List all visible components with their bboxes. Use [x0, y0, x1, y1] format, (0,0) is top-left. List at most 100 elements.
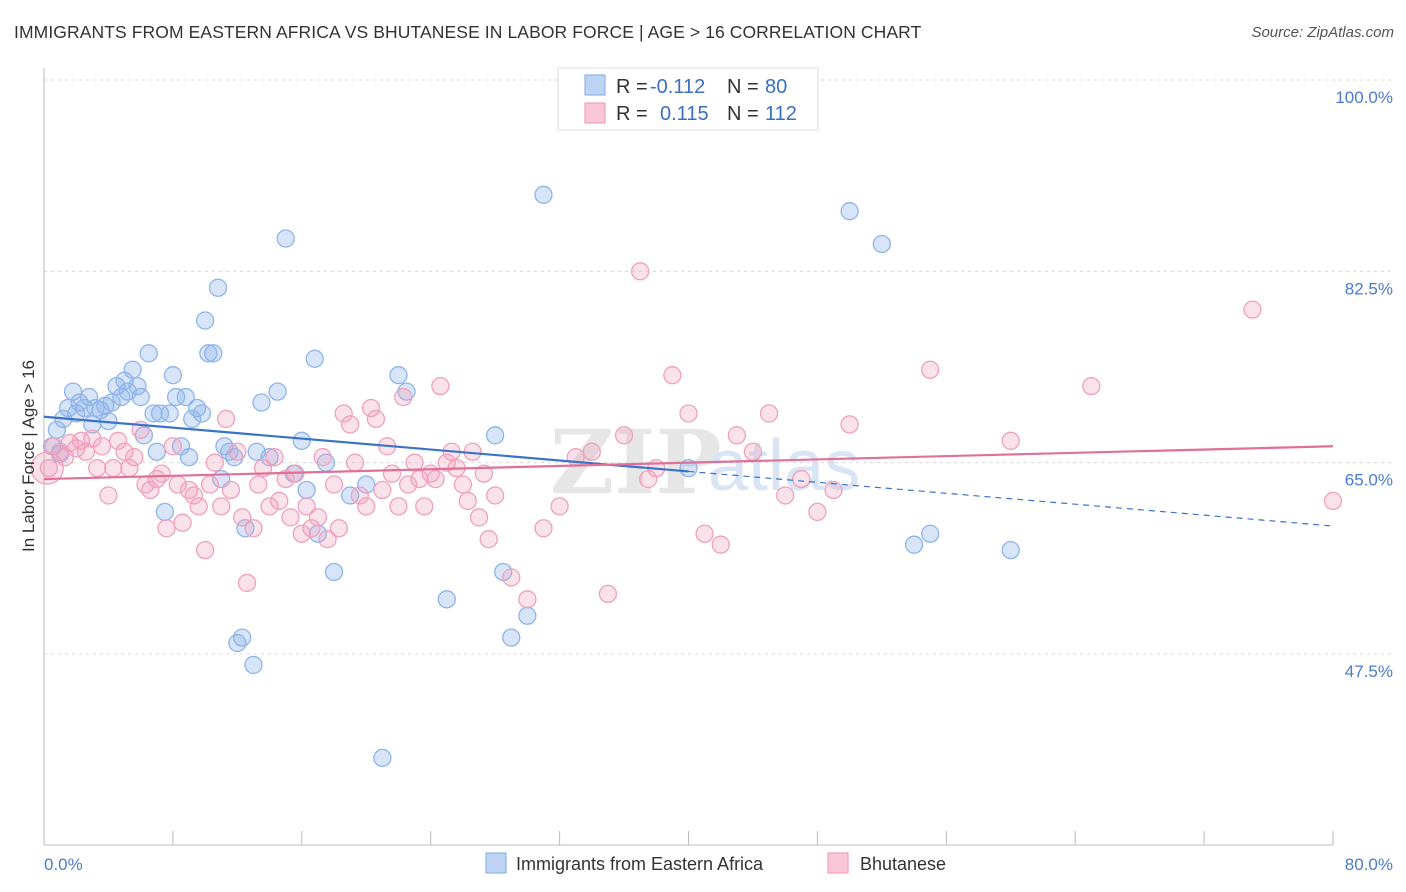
point-bhutanese-cluster [30, 451, 64, 485]
point-bhutanese-47 [292, 524, 311, 543]
point-bhutanese-57 [345, 453, 365, 472]
point-bhutanese-14 [115, 442, 134, 461]
point-bhutanese-82 [479, 530, 498, 549]
point-bhutanese-25 [173, 513, 192, 532]
point-eastern-africa-49 [244, 655, 263, 675]
point-eastern-africa-46 [228, 633, 247, 653]
point-eastern-africa-62 [340, 486, 360, 505]
point-eastern-africa-5 [63, 382, 83, 401]
point-eastern-africa-34 [179, 448, 199, 467]
watermark-atlas: atlas [708, 426, 860, 506]
point-bhutanese-30 [200, 475, 220, 494]
point-bhutanese-19 [141, 480, 160, 500]
point-bhutanese-45 [281, 508, 300, 527]
point-bhutanese-42 [265, 448, 284, 467]
point-eastern-africa-23 [134, 426, 154, 445]
point-bhutanese-13 [108, 431, 128, 450]
point-bhutanese-52 [318, 530, 337, 549]
point-bhutanese-83 [485, 486, 505, 505]
point-bhutanese-108 [1082, 376, 1101, 396]
point-bhutanese-41 [260, 497, 279, 516]
point-bhutanese-35 [228, 442, 247, 461]
point-bhutanese-100 [759, 404, 779, 423]
y-axis-label: In Labor Force | Age > 16 [19, 360, 38, 552]
point-bhutanese-77 [453, 475, 473, 494]
point-eastern-africa-45 [224, 448, 244, 467]
point-bhutanese-12 [104, 458, 123, 478]
point-bhutanese-20 [147, 469, 166, 489]
legend-r-label-eastern-africa: R = [616, 76, 648, 98]
point-eastern-africa-30 [163, 366, 183, 385]
point-eastern-africa-29 [160, 404, 179, 423]
bottom-legend-swatch-bhutanese [827, 852, 849, 874]
point-bhutanese-27 [184, 486, 203, 505]
point-eastern-africa-66 [397, 382, 416, 401]
point-bhutanese-8 [83, 429, 102, 448]
bottom-legend-label-bhutanese: Bhutanese [860, 854, 946, 874]
point-eastern-africa-74 [840, 202, 859, 221]
x-ticks [43, 831, 1334, 845]
point-eastern-africa-65 [389, 366, 408, 385]
point-bhutanese-85 [518, 590, 537, 609]
point-bhutanese-53 [324, 475, 344, 494]
point-bhutanese-62 [373, 480, 392, 500]
point-eastern-africa-15 [102, 393, 121, 412]
point-bhutanese-105 [840, 415, 859, 434]
point-bhutanese-29 [195, 540, 215, 560]
y-tick-labels: 47.5% 65.0% 82.5% 100.0% [1335, 88, 1393, 681]
point-bhutanese-51 [313, 448, 332, 467]
point-eastern-africa-36 [187, 398, 207, 418]
point-bhutanese-111 [639, 469, 658, 489]
point-bhutanese-60 [361, 398, 381, 418]
point-bhutanese-80 [469, 508, 489, 527]
point-bhutanese-39 [249, 475, 268, 494]
point-bhutanese-10 [92, 437, 112, 456]
point-bhutanese-94 [663, 366, 682, 385]
trend-eastern-africa-dashed [688, 470, 1334, 527]
point-bhutanese-21 [152, 464, 171, 483]
point-eastern-africa-56 [292, 431, 311, 450]
point-bhutanese-92 [631, 262, 650, 281]
point-eastern-africa-27 [150, 404, 170, 423]
trend-lines [43, 415, 1334, 527]
point-eastern-africa-37 [192, 404, 212, 423]
point-bhutanese-11 [99, 486, 118, 505]
point-bhutanese-104 [824, 480, 843, 500]
point-bhutanese-95 [679, 404, 698, 423]
point-bhutanese-89 [582, 442, 601, 461]
point-bhutanese-78 [458, 491, 477, 511]
point-eastern-africa-51 [252, 393, 271, 412]
point-eastern-africa-39 [199, 344, 218, 363]
point-eastern-africa-76 [904, 535, 924, 554]
point-bhutanese-64 [382, 464, 402, 483]
legend-n-value-bhutanese: 112 [765, 103, 797, 125]
point-bhutanese-32 [212, 497, 231, 516]
trend-eastern-africa-solid [43, 415, 689, 473]
point-bhutanese-102 [792, 469, 811, 489]
point-bhutanese-73 [431, 376, 450, 396]
series-legend: Immigrants from Eastern Africa Bhutanese [485, 852, 946, 874]
point-eastern-africa-53 [268, 382, 287, 401]
point-bhutanese-56 [340, 415, 360, 434]
point-bhutanese-68 [405, 453, 424, 472]
chart-title: IMMIGRANTS FROM EASTERN AFRICA VS BHUTAN… [14, 22, 922, 42]
point-eastern-africa-20 [123, 360, 142, 379]
point-eastern-africa-64 [373, 748, 392, 768]
point-eastern-africa-75 [872, 234, 891, 254]
point-bhutanese-67 [398, 475, 418, 494]
source-credit: Source: ZipAtlas.com [1251, 24, 1394, 41]
point-eastern-africa-71 [518, 606, 537, 625]
point-eastern-africa-63 [357, 475, 376, 494]
point-eastern-africa-61 [324, 562, 344, 582]
point-eastern-africa-28 [155, 502, 174, 522]
legend-n-label-eastern-africa: N = [727, 76, 759, 98]
point-bhutanese-37 [237, 573, 257, 593]
point-eastern-africa-22 [131, 387, 150, 407]
point-bhutanese-61 [366, 409, 386, 429]
point-bhutanese-97 [711, 535, 730, 554]
point-bhutanese-58 [350, 486, 369, 505]
point-bhutanese-106 [921, 360, 940, 379]
point-bhutanese-26 [179, 480, 199, 500]
point-eastern-africa-26 [147, 442, 166, 461]
